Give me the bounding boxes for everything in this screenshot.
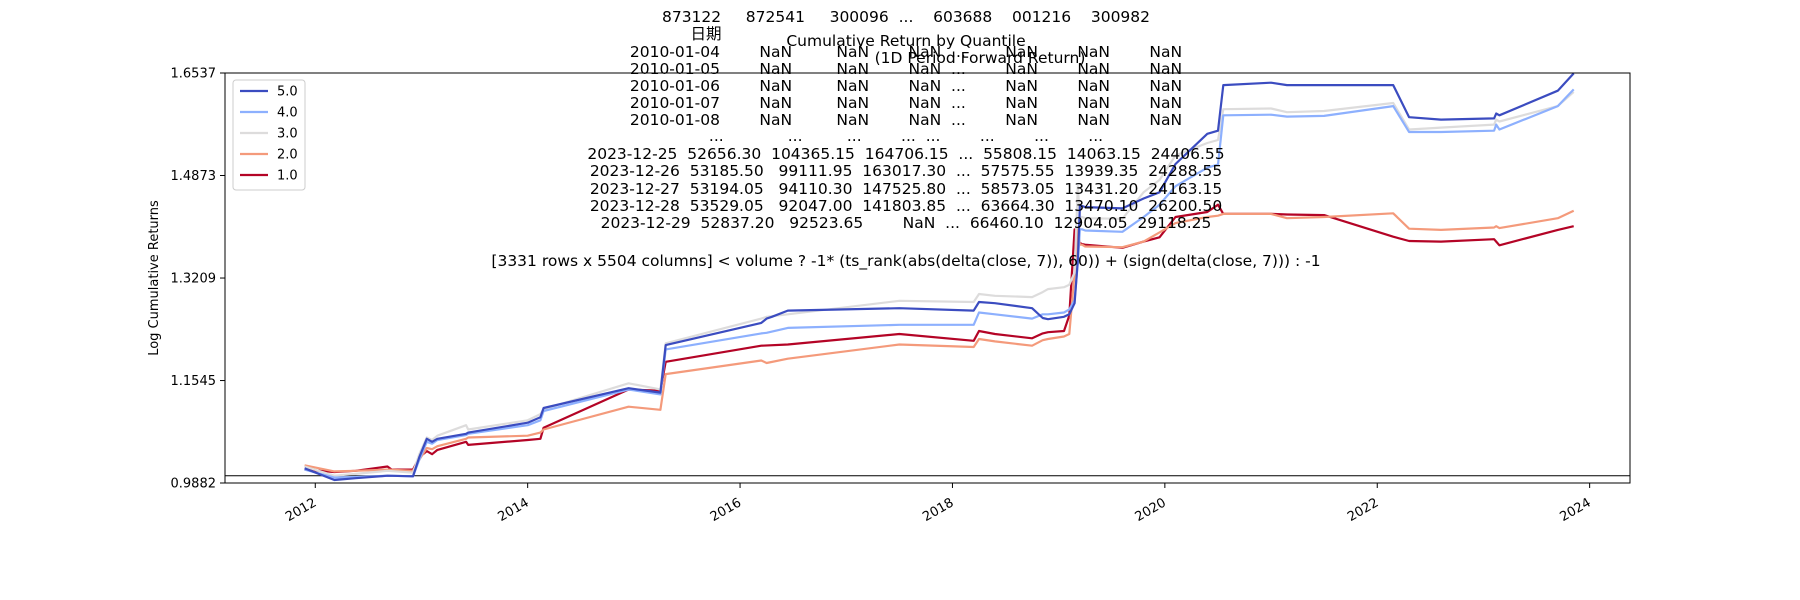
x-tick-label: 2014 xyxy=(496,495,532,525)
overlay-text-line: 2010-01-06 NaN NaN NaN ... NaN NaN NaN xyxy=(630,77,1182,95)
overlay-text-line: 2023-12-27 53194.05 94110.30 147525.80 .… xyxy=(590,180,1222,198)
y-tick-label: 1.4873 xyxy=(171,169,217,184)
y-axis-ticks: 0.9882 1.1545 1.3209 1.4873 1.6537 xyxy=(171,67,225,492)
overlay-text-line: 2010-01-07 NaN NaN NaN ... NaN NaN NaN xyxy=(630,94,1182,112)
x-tick-label: 2022 xyxy=(1345,495,1381,525)
series-line-5-0 xyxy=(304,72,1575,482)
y-tick-label: 1.1545 xyxy=(171,374,217,389)
overlay-text-line: 2023-12-26 53185.50 99111.95 163017.30 .… xyxy=(590,162,1222,180)
overlay-text-line: 873122 872541 300096 ... 603688 001216 3… xyxy=(662,8,1150,26)
legend-label: 4.0 xyxy=(277,106,298,121)
series-line-4-0 xyxy=(304,88,1575,479)
overlay-text-line: [3331 rows x 5504 columns] < volume ? -1… xyxy=(491,252,1320,271)
legend-label: 3.0 xyxy=(277,127,298,142)
legend-label: 5.0 xyxy=(277,85,298,100)
x-tick-label: 2018 xyxy=(920,495,956,525)
legend-label: 2.0 xyxy=(277,148,298,163)
overlay-text-line: 2010-01-08 NaN NaN NaN ... NaN NaN NaN xyxy=(630,111,1182,129)
series-line-2-0 xyxy=(304,209,1575,473)
printed-text-overlay: 873122 872541 300096 ... 603688 001216 3… xyxy=(491,8,1320,271)
legend-label: 1.0 xyxy=(277,169,298,184)
y-tick-label: 1.3209 xyxy=(171,272,217,287)
y-tick-label: 1.6537 xyxy=(171,67,217,82)
legend-box xyxy=(232,79,306,191)
x-tick-label: 2024 xyxy=(1557,495,1593,525)
overlay-text-line: 2023-12-29 52837.20 92523.65 NaN ... 664… xyxy=(601,214,1212,232)
y-axis-label: Log Cumulative Returns xyxy=(147,200,162,356)
x-tick-label: 2012 xyxy=(283,495,319,525)
overlay-index-name: 日期 xyxy=(690,25,721,43)
chart-subtitle: (1D Period Forward Return) xyxy=(875,49,1086,67)
legend: 5.0 4.0 3.0 2.0 1.0 xyxy=(232,79,306,191)
series-line-3-0 xyxy=(304,91,1575,477)
x-tick-label: 2016 xyxy=(708,495,744,525)
chart-title: Cumulative Return by Quantile xyxy=(786,32,1025,50)
overlay-text-line: ... ... ... ... ... ... ... ... xyxy=(709,127,1103,145)
overlay-text-line: 2010-01-05 NaN NaN NaN ... NaN NaN NaN xyxy=(630,60,1182,78)
overlay-text-line: 2010-01-04 NaN NaN NaN ... NaN NaN NaN xyxy=(630,43,1182,61)
x-axis-ticks: 2012 2014 2016 2018 2020 2022 2024 xyxy=(283,483,1594,525)
x-tick-label: 2020 xyxy=(1133,495,1169,525)
series-lines-layer xyxy=(225,72,1630,482)
series-line-1-0 xyxy=(304,203,1574,474)
y-tick-label: 0.9882 xyxy=(171,477,217,492)
overlay-text-line: 2023-12-28 53529.05 92047.00 141803.85 .… xyxy=(590,197,1222,215)
overlay-text-line: 2023-12-25 52656.30 104365.15 164706.15 … xyxy=(587,145,1224,163)
